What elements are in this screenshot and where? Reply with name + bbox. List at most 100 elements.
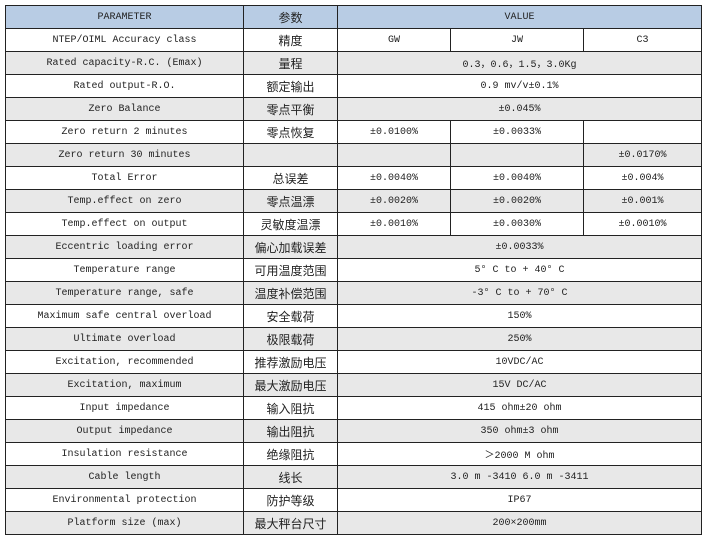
value-cell-gw: ±0.0020% [337,189,451,213]
parameter-cell: Total Error [5,166,244,190]
value-cell-c3: ±0.0010% [582,212,703,236]
value-cell: ±0.045% [336,97,703,121]
value-cell-gw: ±0.0010% [337,212,451,236]
parameter-cn-cell: 灵敏度温漂 [243,212,338,236]
value-cell-gw: ±0.0040% [337,166,451,190]
parameter-cn-cell: 额定输出 [243,74,338,98]
table-row: Excitation, recommended 推荐激励电压 10VDC/AC [5,350,703,374]
table-row: Zero return 30 minutes ±0.0170% [5,143,703,167]
parameter-cn-cell: 绝缘阻抗 [243,442,338,466]
value-cell-c3: C3 [582,28,703,52]
value-cell: 10VDC/AC [336,350,703,374]
table-row: Rated output-R.O. 额定输出 0.9 mv/v±0.1% [5,74,703,98]
parameter-cn-cell: 输入阻抗 [243,396,338,420]
parameter-cell: Temp.effect on output [5,212,244,236]
parameter-cell: Environmental protection [5,488,244,512]
parameter-cn-cell: 可用温度范围 [243,258,338,282]
parameter-cell: Platform size (max) [5,511,244,535]
table-row: Ultimate overload 极限载荷 250% [5,327,703,351]
value-cell: ＞2000 M ohm [336,442,703,466]
parameter-cn-cell: 精度 [243,28,338,52]
header-cn: 参数 [243,5,338,29]
table-row: Rated capacity-R.C. (Emax) 量程 0.3，0.6，1.5，… [5,51,703,75]
parameter-cn-cell: 偏心加载误差 [243,235,338,259]
parameter-cell: Temperature range, safe [5,281,244,305]
table-row: Environmental protection 防护等级 IP67 [5,488,703,512]
table-row: Insulation resistance 绝缘阻抗 ＞2000 M ohm [5,442,703,466]
value-cell-c3 [582,120,703,144]
value-cell-jw: ±0.0030% [450,212,584,236]
value-cell: 5° C to + 40° C [336,258,703,282]
table-row: NTEP/OIML Accuracy class 精度 GW JW C3 [5,28,703,52]
table-row: Excitation, maximum 最大激励电压 15V DC/AC [5,373,703,397]
parameter-cell: Ultimate overload [5,327,244,351]
parameter-cell: Eccentric loading error [5,235,244,259]
parameter-cell: Rated output-R.O. [5,74,244,98]
value-cell-c3: ±0.0170% [582,143,703,167]
value-cell: 415 ohm±20 ohm [336,396,703,420]
value-cell: IP67 [336,488,703,512]
parameter-cn-cell: 零点平衡 [243,97,338,121]
value-cell: -3° C to + 70° C [336,281,703,305]
parameter-cell: Excitation, recommended [5,350,244,374]
parameter-cell: Temp.effect on zero [5,189,244,213]
parameter-cn-cell: 零点恢复 [243,120,338,144]
parameter-cell: Zero return 30 minutes [5,143,244,167]
table-row: Maximum safe central overload 安全载荷 150% [5,304,703,328]
value-cell: 250% [336,327,703,351]
table-row: Temperature range, safe 温度补偿范围 -3° C to + … [5,281,703,305]
parameter-cn-cell: 温度补偿范围 [243,281,338,305]
parameter-cn-cell: 输出阻抗 [243,419,338,443]
value-cell-jw: ±0.0033% [450,120,584,144]
value-cell: 200×200mm [336,511,703,535]
value-cell-c3: ±0.001% [582,189,703,213]
parameter-cn-cell: 总误差 [243,166,338,190]
value-cell-jw: ±0.0040% [450,166,584,190]
parameter-cn-cell: 极限载荷 [243,327,338,351]
table-row: Temperature range 可用温度范围 5° C to + 40° C [5,258,703,282]
header-parameter: PARAMETER [5,5,244,29]
value-cell: 3.0 m -3410 6.0 m -3411 [336,465,703,489]
parameter-cell: Excitation, maximum [5,373,244,397]
value-cell-gw: GW [337,28,451,52]
value-cell-c3: ±0.004% [582,166,703,190]
table-row: Cable length 线长 3.0 m -3410 6.0 m -3411 [5,465,703,489]
value-cell-gw: ±0.0100% [337,120,451,144]
parameter-cell: Zero return 2 minutes [5,120,244,144]
value-cell-jw: JW [450,28,584,52]
parameter-cn-cell: 推荐激励电压 [243,350,338,374]
parameter-cell: NTEP/OIML Accuracy class [5,28,244,52]
value-cell: 15V DC/AC [336,373,703,397]
table-row: Temp.effect on output 灵敏度温漂 ±0.0010% ±0.003… [5,212,703,236]
header-value: VALUE [336,5,703,29]
parameter-cn-cell: 最大激励电压 [243,373,338,397]
parameter-cn-cell: 防护等级 [243,488,338,512]
parameter-cn-cell: 安全载荷 [243,304,338,328]
parameter-cell: Temperature range [5,258,244,282]
parameter-cell: Zero Balance [5,97,244,121]
table-row: Total Error 总误差 ±0.0040% ±0.0040% ±0.004% [5,166,703,190]
value-cell: 0.9 mv/v±0.1% [336,74,703,98]
table-row: Output impedance 输出阻抗 350 ohm±3 ohm [5,419,703,443]
parameter-cell: Output impedance [5,419,244,443]
table-row: Platform size (max) 最大秤台尺寸 200×200mm [5,511,703,535]
spec-table: PARAMETER 参数 VALUE NTEP/OIML Accuracy cl… [5,5,703,535]
value-cell-jw: ±0.0020% [450,189,584,213]
parameter-cn-cell: 零点温漂 [243,189,338,213]
parameter-cn-cell: 线长 [243,465,338,489]
value-cell: 150% [336,304,703,328]
value-cell: ±0.0033% [336,235,703,259]
table-row: Eccentric loading error 偏心加载误差 ±0.0033% [5,235,703,259]
header-row: PARAMETER 参数 VALUE [5,5,703,29]
parameter-cell: Cable length [5,465,244,489]
table-row: Zero Balance 零点平衡 ±0.045% [5,97,703,121]
value-cell-gw [337,143,451,167]
parameter-cn-cell: 最大秤台尺寸 [243,511,338,535]
table-row: Temp.effect on zero 零点温漂 ±0.0020% ±0.0020% ±… [5,189,703,213]
table-row: Input impedance 输入阻抗 415 ohm±20 ohm [5,396,703,420]
parameter-cn-cell: 量程 [243,51,338,75]
value-cell: 0.3，0.6，1.5，3.0Kg [336,51,703,75]
table-row: Zero return 2 minutes 零点恢复 ±0.0100% ±0.0033… [5,120,703,144]
parameter-cell: Input impedance [5,396,244,420]
value-cell: 350 ohm±3 ohm [336,419,703,443]
